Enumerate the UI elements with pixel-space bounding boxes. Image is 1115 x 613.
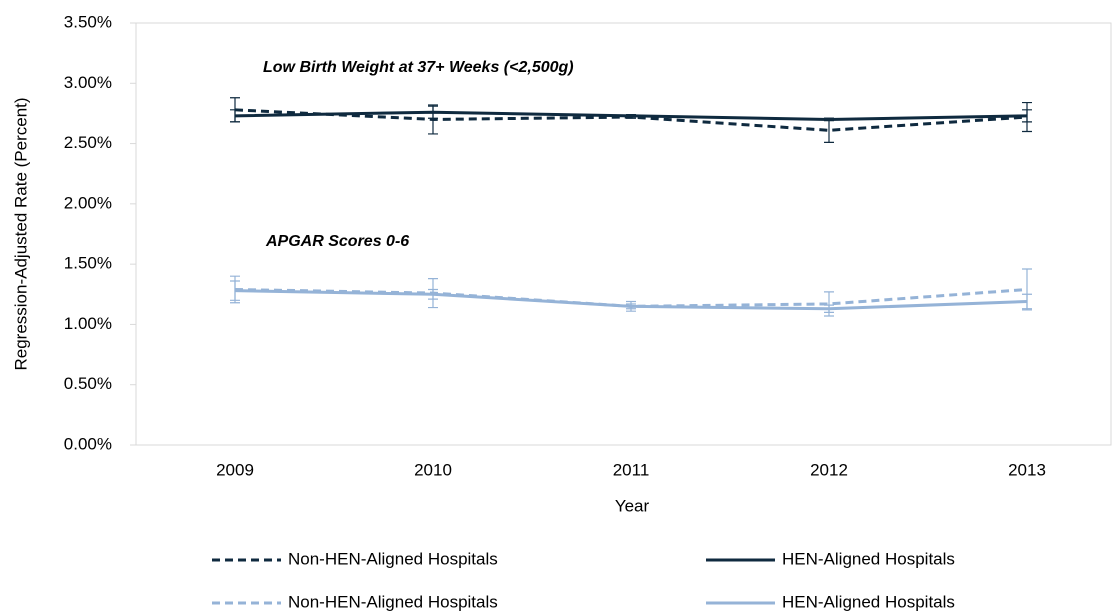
x-axis-label: Year <box>615 496 650 515</box>
legend-label: Non-HEN-Aligned Hospitals <box>288 592 498 611</box>
y-tick-label: 2.50% <box>64 133 112 152</box>
annotation: APGAR Scores 0-6 <box>265 233 409 250</box>
y-axis-label: Regression-Adjusted Rate (Percent) <box>11 97 30 370</box>
series-line <box>234 289 1028 311</box>
series-line <box>234 110 1028 121</box>
x-tick-label: 2012 <box>810 460 848 479</box>
y-tick-label: 0.00% <box>64 434 112 453</box>
y-tick-label: 1.00% <box>64 314 112 333</box>
x-tick-label: 2011 <box>613 460 650 479</box>
plot-frame <box>135 22 1112 446</box>
legend-label: Non-HEN-Aligned Hospitals <box>288 549 498 568</box>
y-tick-label: 0.50% <box>64 374 112 393</box>
y-tick-label: 3.00% <box>64 73 112 92</box>
x-tick-label: 2013 <box>1008 460 1046 479</box>
x-tick-label: 2010 <box>414 460 452 479</box>
legend-label: HEN-Aligned Hospitals <box>782 549 955 568</box>
y-tick-label: 1.50% <box>64 254 112 273</box>
annotation: Low Birth Weight at 37+ Weeks (<2,500g) <box>263 59 574 76</box>
error-bar <box>230 280 240 301</box>
y-tick-label: 3.50% <box>64 12 112 31</box>
legend-label: HEN-Aligned Hospitals <box>782 592 955 611</box>
y-tick-label: 2.00% <box>64 193 112 212</box>
x-tick-label: 2009 <box>216 460 254 479</box>
